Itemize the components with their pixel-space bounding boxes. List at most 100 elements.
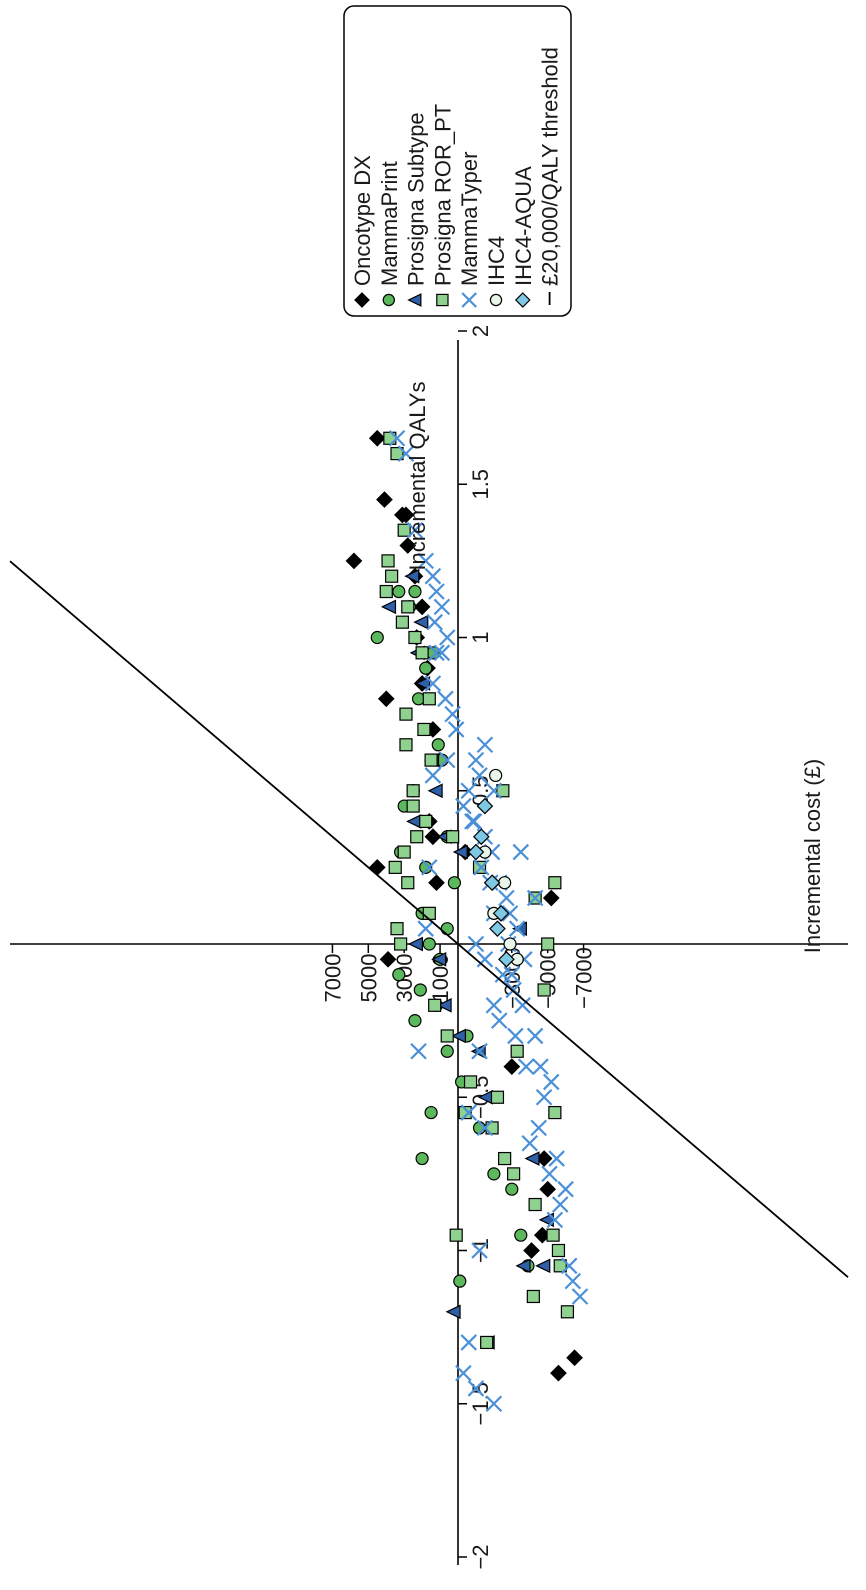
data-point <box>507 1167 521 1181</box>
data-point <box>489 920 506 938</box>
data-point <box>485 782 503 800</box>
data-point <box>476 736 494 754</box>
data-point <box>424 567 442 585</box>
data-point <box>433 644 451 662</box>
data-point <box>450 1028 467 1044</box>
data-point <box>415 646 429 660</box>
data-point <box>385 569 399 583</box>
data-point <box>471 767 488 784</box>
data-point <box>415 1151 429 1166</box>
data-point <box>541 1165 558 1183</box>
data-point <box>408 630 422 645</box>
data-point <box>436 997 452 1013</box>
data-point <box>377 690 395 708</box>
data-point <box>498 950 515 968</box>
data-point <box>399 738 413 752</box>
data-point <box>438 751 456 769</box>
data-point <box>399 537 417 554</box>
data-point <box>446 830 460 844</box>
data-point <box>397 845 411 859</box>
data-point <box>421 859 438 876</box>
data-point <box>406 784 420 798</box>
data-point <box>422 692 436 706</box>
data-point <box>498 1151 512 1166</box>
data-point <box>471 1043 488 1060</box>
data-point <box>440 1029 454 1043</box>
legend-marker <box>382 293 395 307</box>
x-tick-label: −1.5 <box>468 1382 493 1425</box>
data-point <box>345 552 363 570</box>
data-point <box>422 906 436 920</box>
legend-entry: £20,000/QALY threshold <box>538 47 563 305</box>
data-point <box>368 429 386 447</box>
data-point <box>557 1180 574 1198</box>
data-point <box>431 738 445 752</box>
legend-entry: Oncotype DX <box>350 155 375 308</box>
data-point <box>422 937 436 951</box>
data-point <box>413 983 427 997</box>
data-point <box>406 799 420 813</box>
data-point <box>503 966 521 983</box>
data-point <box>560 1305 575 1319</box>
data-point <box>431 951 447 967</box>
data-point <box>392 584 406 599</box>
data-point <box>551 1196 569 1213</box>
legend-marker <box>461 292 477 308</box>
data-point <box>476 1119 494 1137</box>
data-point <box>467 1380 485 1397</box>
data-point <box>539 1180 557 1198</box>
data-point <box>526 1289 540 1304</box>
data-point <box>564 1272 582 1290</box>
data-point <box>510 1044 524 1058</box>
data-point <box>467 843 485 861</box>
legend-label: Prosigna ROR_PT <box>430 104 455 286</box>
data-point <box>489 768 503 783</box>
data-point <box>410 1043 427 1060</box>
legend-box <box>343 5 572 317</box>
data-point <box>535 1088 553 1106</box>
legend-label: IHC4 <box>484 236 509 286</box>
legend-entry: MammaPrint <box>377 161 402 307</box>
data-point <box>463 1075 478 1089</box>
data-point <box>492 905 510 922</box>
data-point <box>566 1349 583 1367</box>
data-point <box>437 690 454 708</box>
data-point <box>417 920 434 937</box>
data-point <box>480 1335 494 1350</box>
data-point <box>445 1304 461 1320</box>
legend-label: £20,000/QALY threshold <box>538 47 563 286</box>
data-point <box>521 1134 539 1152</box>
data-point <box>571 1288 589 1305</box>
data-point <box>410 830 424 844</box>
data-point <box>511 921 528 937</box>
legend-marker <box>489 293 503 307</box>
data-point <box>528 1197 542 1212</box>
data-point <box>542 1073 560 1091</box>
data-point <box>407 936 423 952</box>
data-point <box>447 876 462 890</box>
data-point <box>467 935 485 953</box>
data-point <box>503 937 517 951</box>
data-point <box>379 584 393 599</box>
data-point <box>458 1105 472 1120</box>
y-tick-label: −5000 <box>536 947 561 1009</box>
data-point <box>397 523 411 537</box>
y-axis-title: Incremental cost (£) <box>800 759 825 953</box>
series-prosigna-ror-pt <box>379 431 575 1350</box>
data-point <box>515 1258 531 1274</box>
data-point <box>526 1027 544 1045</box>
data-point <box>388 860 402 874</box>
data-point <box>438 629 456 646</box>
data-point <box>501 905 519 922</box>
data-point <box>476 951 494 968</box>
data-point <box>487 1167 501 1181</box>
data-point <box>428 583 445 600</box>
data-point <box>496 784 510 798</box>
data-point <box>507 1027 524 1045</box>
x-tick-label: −2 <box>468 1544 493 1569</box>
data-point <box>406 814 422 829</box>
data-point <box>370 630 384 645</box>
data-point <box>397 445 415 462</box>
x-tick-label: 1.5 <box>468 469 493 500</box>
